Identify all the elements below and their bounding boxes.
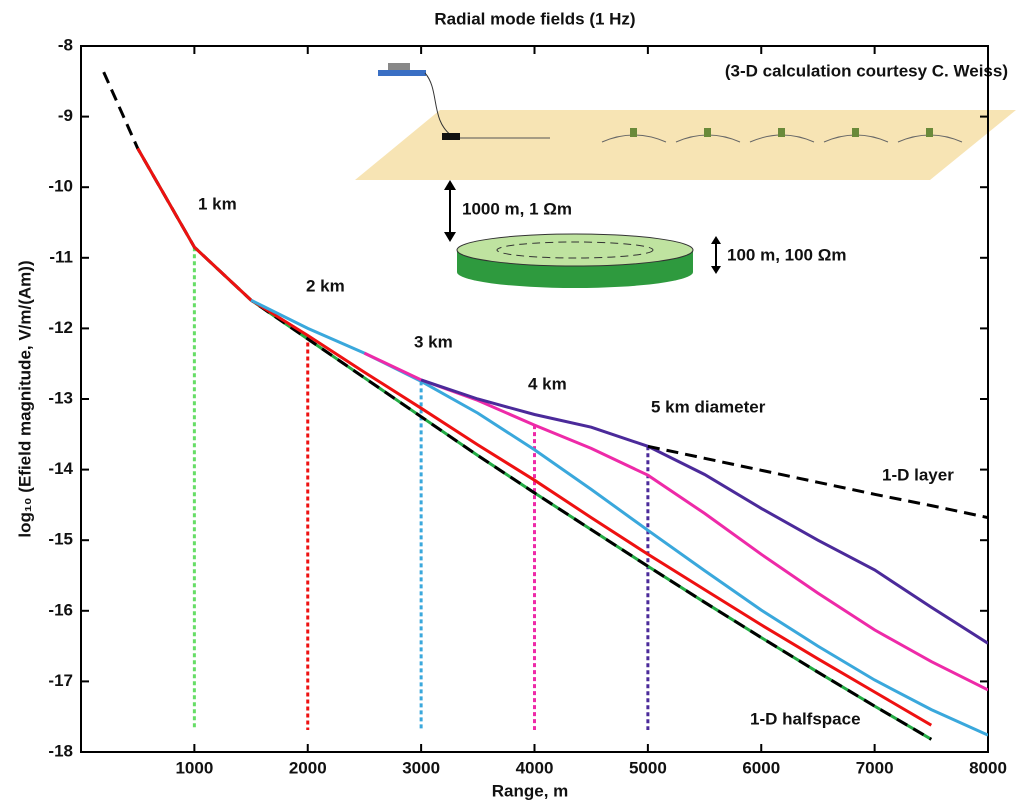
- depth-label: 1000 m, 1 Ωm: [462, 199, 572, 218]
- x-tick-label: 6000: [742, 758, 780, 777]
- series-label: 1-D layer: [882, 465, 954, 484]
- chart: Radial mode fields (1 Hz) 1000 m, 1 Ωm 1…: [0, 0, 1016, 803]
- y-tick-label: -13: [48, 388, 73, 407]
- ship: [378, 70, 426, 76]
- series-label: 3 km: [414, 332, 453, 351]
- y-tick-label: -10: [48, 177, 73, 196]
- source: [442, 133, 460, 140]
- series-line: [251, 300, 988, 735]
- annotation: (3-D calculation courtesy C. Weiss): [725, 61, 1008, 80]
- series-label: 1 km: [198, 194, 237, 213]
- y-tick-label: -18: [48, 741, 73, 760]
- series-label: 5 km diameter: [651, 397, 766, 416]
- y-axis-label: log₁₀ (Efield magnitude, V/m/(Am)): [15, 260, 34, 537]
- series-label: 2 km: [306, 276, 345, 295]
- x-axis-label: Range, m: [492, 781, 569, 800]
- y-tick-label: -9: [58, 106, 73, 125]
- ship-deck: [388, 63, 410, 70]
- y-tick-label: -15: [48, 530, 73, 549]
- seafloor: [355, 110, 1016, 180]
- x-tick-label: 2000: [289, 758, 327, 777]
- x-tick-label: 1000: [175, 758, 213, 777]
- reservoir-top: [457, 234, 693, 266]
- x-tick-label: 3000: [402, 758, 440, 777]
- y-tick-label: -17: [48, 671, 73, 690]
- x-tick-label: 7000: [856, 758, 894, 777]
- x-tick-label: 4000: [516, 758, 554, 777]
- chart-title: Radial mode fields (1 Hz): [434, 9, 635, 28]
- x-tick-label: 5000: [629, 758, 667, 777]
- y-tick-label: -16: [48, 600, 73, 619]
- y-tick-label: -12: [48, 318, 73, 337]
- series-label: 1-D halfspace: [750, 709, 861, 728]
- x-tick-label: 8000: [969, 758, 1007, 777]
- y-tick-label: -11: [49, 247, 73, 266]
- inset-diagram: 1000 m, 1 Ωm 100 m, 100 Ωm: [355, 63, 1016, 288]
- y-tick-label: -14: [48, 459, 73, 478]
- y-tick-label: -8: [58, 35, 73, 54]
- thickness-label: 100 m, 100 Ωm: [727, 245, 846, 264]
- series-label: 4 km: [528, 374, 567, 393]
